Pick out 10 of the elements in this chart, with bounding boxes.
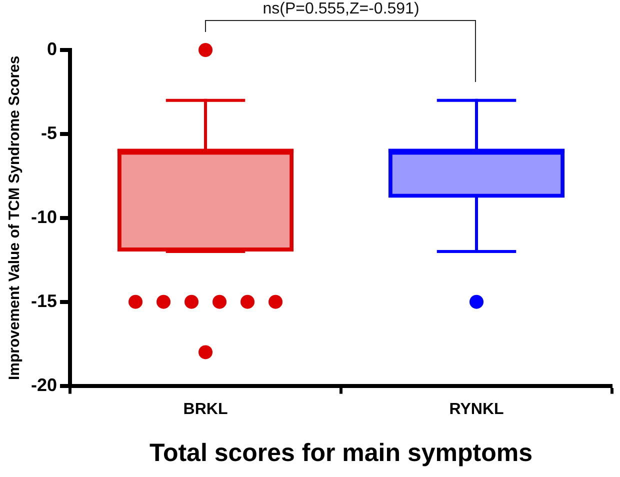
x-axis-title: Total scores for main symptoms bbox=[150, 438, 532, 467]
x-tick-label: BRKL bbox=[183, 400, 228, 418]
y-tick-label: -20 bbox=[31, 374, 58, 395]
y-tick-label: 0 bbox=[47, 38, 58, 59]
y-axis-title: Improvement Value of TCM Syndrome Scores bbox=[6, 56, 24, 380]
x-tick-label: RYNKL bbox=[449, 400, 504, 418]
y-tick-label: -10 bbox=[31, 206, 58, 227]
y-tick-label: -15 bbox=[31, 290, 58, 311]
y-tick-label: -5 bbox=[41, 122, 58, 143]
text: ns(P=0.555,Z=-0.591) bbox=[262, 0, 420, 18]
